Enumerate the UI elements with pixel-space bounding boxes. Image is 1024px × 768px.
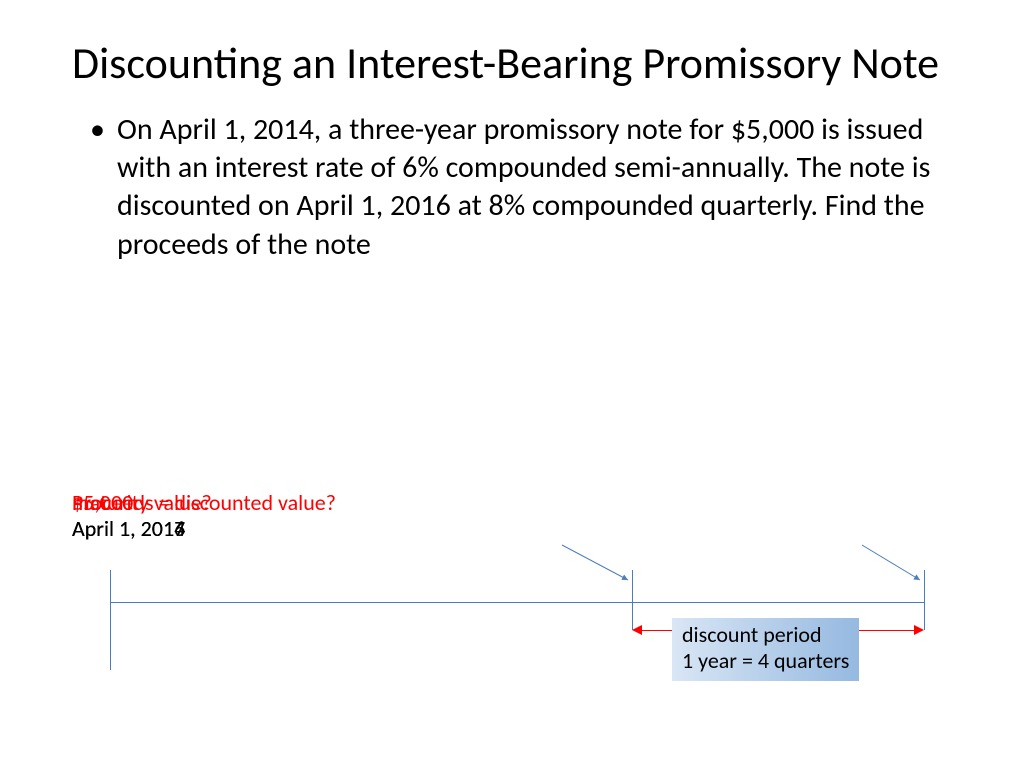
span-arrow-left	[632, 625, 642, 635]
bullet-item: • On April 1, 2014, a three-year promiss…	[72, 111, 952, 265]
span-arrow-right	[914, 625, 924, 635]
bullet-text: On April 1, 2014, a three-year promissor…	[117, 111, 952, 265]
timeline-diagram: $5,000 April 1, 2014 Proceeds = discount…	[72, 490, 952, 710]
slide-title: Discounting an Interest-Bearing Promisso…	[72, 38, 952, 89]
discount-line1: discount period	[682, 622, 849, 648]
bullet-marker: •	[90, 111, 105, 265]
discount-period-box: discount period 1 year = 4 quarters	[672, 618, 859, 681]
discount-line2: 1 year = 4 quarters	[682, 648, 849, 674]
